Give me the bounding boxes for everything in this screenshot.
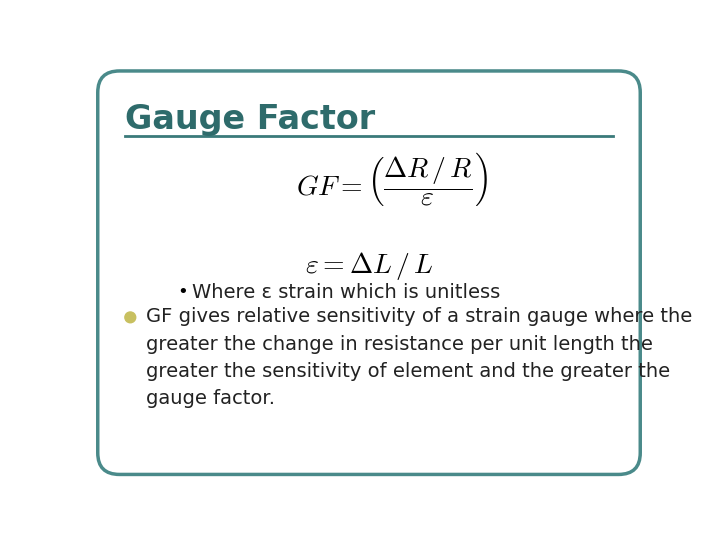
Text: Where ε strain which is unitless: Where ε strain which is unitless xyxy=(192,283,500,302)
FancyBboxPatch shape xyxy=(98,71,640,475)
Text: $\varepsilon = \Delta L\,/\,L$: $\varepsilon = \Delta L\,/\,L$ xyxy=(305,249,433,281)
Text: $\mathit{GF} = \left(\dfrac{\Delta R\,/\,R}{\varepsilon}\right)$: $\mathit{GF} = \left(\dfrac{\Delta R\,/\… xyxy=(296,150,488,207)
Text: GF gives relative sensitivity of a strain gauge where the
greater the change in : GF gives relative sensitivity of a strai… xyxy=(145,307,692,408)
Text: Gauge Factor: Gauge Factor xyxy=(125,103,375,136)
Text: •: • xyxy=(178,283,189,301)
Circle shape xyxy=(125,312,136,323)
